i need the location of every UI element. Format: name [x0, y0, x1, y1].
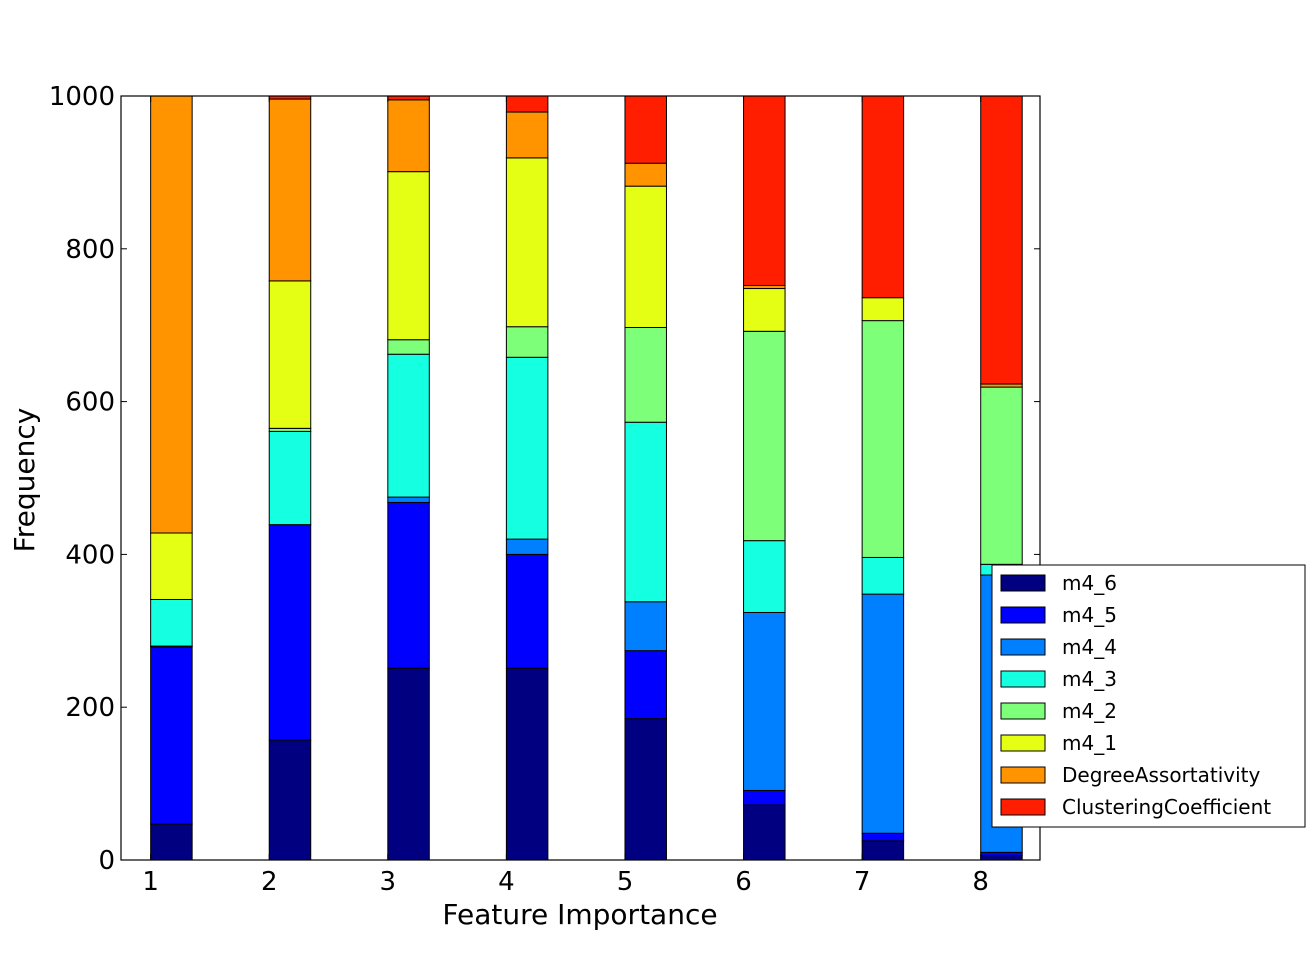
bar-segment-m4_5-2 [268, 524, 312, 741]
bar-segment-m4_3-6 [743, 540, 786, 613]
bar-segment-m4_6-3 [387, 667, 430, 861]
x-axis-label: Feature Importance [442, 898, 717, 931]
legend-swatch-DegreeAssortativity [1000, 766, 1046, 784]
legend-swatch-m4_1 [1000, 734, 1046, 752]
bar-segment-m4_3-7 [861, 556, 905, 595]
y-tick-label-400: 400 [65, 540, 115, 570]
bar-segment-m4_5-5 [624, 650, 667, 720]
bar-segment-m4_5-1 [150, 646, 193, 825]
bar-segment-m4_2-5 [624, 326, 667, 423]
legend-label-ClusteringCoefficient: ClusteringCoefficient [1062, 795, 1271, 819]
legend-swatch-m4_6 [1000, 574, 1046, 592]
bar-segment-m4_6-5 [624, 718, 667, 861]
x-tick-label-2: 2 [261, 867, 278, 897]
bar-segment-m4_5-4 [505, 553, 549, 669]
bar-segment-ClusteringCoefficient-6 [743, 95, 786, 286]
bar-segment-m4_2-4 [505, 326, 549, 358]
bar-segment-m4_3-4 [505, 356, 549, 540]
bar-segment-m4_2-7 [861, 320, 905, 558]
x-tick-label-6: 6 [735, 867, 752, 897]
axis-ticks: 0 200 400 600 800 1000 1 2 3 4 5 6 7 8 [49, 82, 1040, 897]
bar-segment-m4_2-3 [387, 339, 430, 355]
bar-segment-m4_6-4 [505, 667, 549, 861]
bar-segment-m4_3-2 [268, 430, 312, 526]
legend-swatch-m4_2 [1000, 702, 1046, 720]
bar-segment-m4_1-3 [387, 171, 430, 341]
bar-segment-m4_2-6 [743, 330, 786, 542]
bar-segment-m4_1-6 [743, 288, 786, 332]
bar-segment-ClusteringCoefficient-8 [980, 95, 1023, 385]
bar-segment-m4_3-5 [624, 421, 667, 603]
bar-segment-m4_3-1 [150, 598, 193, 647]
x-tick-label-8: 8 [972, 867, 989, 897]
legend-label-m4_3: m4_3 [1062, 667, 1117, 691]
legend-label-DegreeAssortativity: DegreeAssortativity [1062, 763, 1261, 787]
legend-swatch-m4_5 [1000, 606, 1046, 624]
bar-segment-m4_1-1 [150, 532, 193, 600]
legend-label-m4_5: m4_5 [1062, 603, 1117, 627]
legend-label-m4_4: m4_4 [1062, 635, 1117, 659]
bar-segment-m4_5-6 [743, 789, 786, 806]
legend-frame [991, 564, 1306, 828]
bar-segment-DegreeAssortativity-1 [150, 95, 193, 534]
bar-segment-m4_1-4 [505, 157, 549, 328]
bars-layer [150, 95, 1023, 861]
x-tick-label-5: 5 [617, 867, 634, 897]
bar-segment-m4_1-2 [268, 280, 312, 429]
bar-segment-ClusteringCoefficient-5 [624, 95, 667, 164]
y-tick-label-600: 600 [65, 388, 115, 418]
y-axis-label: Frequency [8, 408, 41, 553]
bar-segment-m4_6-7 [861, 840, 905, 861]
bar-segment-m4_1-7 [861, 297, 905, 322]
bar-segment-m4_6-1 [150, 823, 193, 861]
bar-segment-ClusteringCoefficient-7 [861, 95, 905, 299]
legend-label-m4_2: m4_2 [1062, 699, 1117, 723]
legend-label-m4_1: m4_1 [1062, 731, 1117, 755]
bar-segment-m4_4-4 [505, 538, 549, 555]
bar-segment-m4_4-5 [624, 601, 667, 652]
bar-segment-DegreeAssortativity-4 [505, 111, 549, 159]
bar-segment-m4_4-6 [743, 611, 786, 791]
legend-swatch-ClusteringCoefficient [1000, 798, 1046, 816]
bar-segment-m4_4-3 [387, 496, 430, 503]
legend: m4_6 m4_5 m4_4 m4_3 m4_2 m4_1 DegreeAssortativ… [991, 564, 1306, 828]
y-tick-label-1000: 1000 [49, 82, 115, 112]
bar-segment-m4_6-2 [268, 739, 312, 861]
bar-segment-ClusteringCoefficient-4 [505, 95, 549, 113]
plot-frame [120, 95, 1041, 861]
bar-segment-m4_5-3 [387, 501, 430, 669]
bar-segment-m4_4-7 [861, 593, 905, 834]
legend-swatch-m4_3 [1000, 670, 1046, 688]
y-tick-label-200: 200 [65, 693, 115, 723]
bar-segment-DegreeAssortativity-5 [624, 162, 667, 187]
x-tick-label-4: 4 [498, 867, 515, 897]
legend-label-m4_6: m4_6 [1062, 571, 1117, 595]
bar-segment-DegreeAssortativity-3 [387, 99, 430, 173]
bar-segment-DegreeAssortativity-2 [268, 98, 312, 282]
bar-segment-m4_1-5 [624, 185, 667, 328]
bar-segment-m4_6-8 [980, 854, 1023, 861]
x-tick-label-1: 1 [142, 867, 159, 897]
bar-segment-m4_6-6 [743, 804, 786, 861]
bar-segment-m4_2-8 [980, 386, 1023, 565]
bar-segment-m4_3-3 [387, 353, 430, 498]
bar-segment-m4_5-7 [861, 832, 905, 842]
x-tick-label-7: 7 [854, 867, 871, 897]
x-tick-label-3: 3 [380, 867, 397, 897]
y-tick-label-0: 0 [98, 846, 115, 876]
legend-swatch-m4_4 [1000, 638, 1046, 656]
y-tick-label-800: 800 [65, 235, 115, 265]
